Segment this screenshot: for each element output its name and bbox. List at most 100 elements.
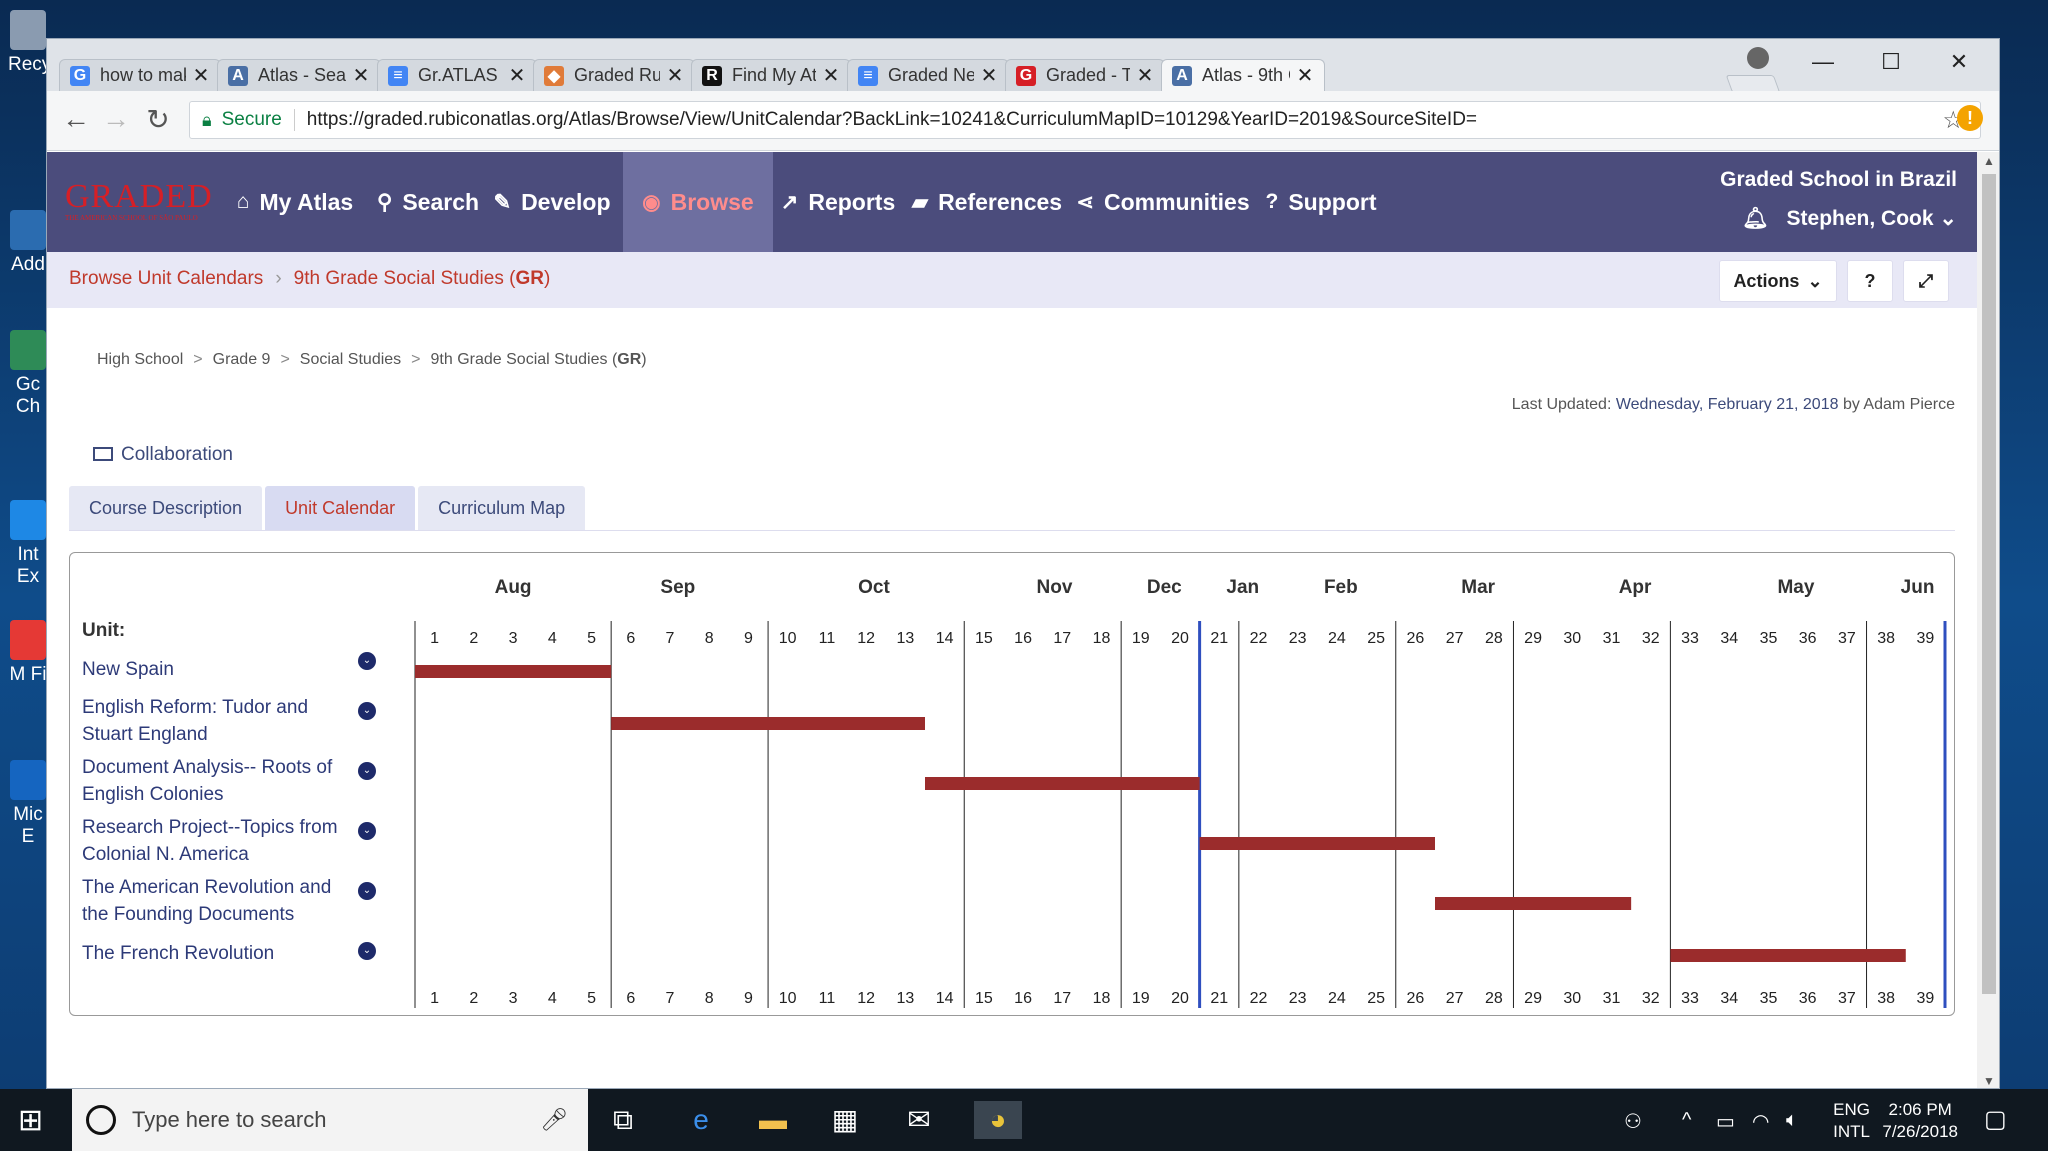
mail-icon[interactable]: ✉	[907, 1104, 931, 1135]
clock[interactable]: 2:06 PM 7/26/2018	[1882, 1099, 1958, 1143]
notifications-icon[interactable]: ▢	[1984, 1106, 2007, 1133]
desktop-icon[interactable]: M Fi	[8, 620, 48, 686]
nav-label: Reports	[808, 188, 896, 215]
app-icon	[10, 760, 46, 800]
close-tab-icon[interactable]: ✕	[1296, 65, 1314, 87]
extension-alert-icon[interactable]: !	[1957, 105, 1983, 131]
close-tab-icon[interactable]: ✕	[822, 65, 840, 87]
chrome-icon[interactable]: ◕	[974, 1101, 1022, 1139]
unit-bar	[925, 777, 1200, 790]
fullscreen-icon[interactable]: ⤢	[1903, 260, 1949, 302]
close-tab-icon[interactable]: ✕	[1136, 65, 1154, 87]
edge-icon[interactable]: e	[693, 1104, 709, 1135]
page-scrollbar[interactable]: ▲ ▼	[1977, 152, 1999, 1088]
tab-course-description[interactable]: Course Description	[69, 486, 263, 530]
close-tab-icon[interactable]: ✕	[666, 65, 684, 87]
nav-communities[interactable]: ⋖ Communities	[1073, 152, 1253, 252]
week-number-top: 20	[1171, 630, 1189, 647]
maximize-icon[interactable]: ☐	[1881, 49, 1901, 74]
language-indicator[interactable]: ENG INTL	[1833, 1099, 1870, 1143]
nav-my-atlas[interactable]: ⌂ My Atlas	[227, 152, 363, 252]
nav-references[interactable]: ▰ References	[907, 152, 1067, 252]
expand-chevron-icon[interactable]: ⌄	[358, 822, 376, 840]
unit-label-line: English Reform: Tudor and	[82, 697, 309, 718]
browser-tab[interactable]: A Atlas - 9th Gra ✕	[1161, 59, 1325, 91]
week-number-bottom: 20	[1171, 990, 1189, 1007]
battery-icon[interactable]: ▭	[1716, 1111, 1735, 1133]
bell-icon[interactable]: 🔔︎	[1741, 207, 1769, 230]
microphone-icon[interactable]: 🎤︎	[540, 1107, 568, 1132]
nav-develop[interactable]: ✎ Develop	[489, 152, 615, 252]
tab-unit-calendar[interactable]: Unit Calendar	[265, 486, 416, 530]
expand-chevron-icon[interactable]: ⌄	[358, 702, 376, 720]
logo-text: GRADED	[65, 178, 213, 215]
scroll-down-icon[interactable]: ▼	[1983, 1074, 1995, 1088]
expand-chevron-icon[interactable]: ⌄	[358, 762, 376, 780]
browse-unit-calendars-link[interactable]: Browse Unit Calendars	[69, 268, 264, 289]
unit-label[interactable]: New Spain	[82, 656, 174, 683]
week-number-top: 39	[1916, 630, 1934, 647]
browser-tab[interactable]: ≡ Gr.ATLAS Rubi ✕	[377, 59, 537, 91]
close-window-icon[interactable]: ✕	[1949, 49, 1969, 74]
browser-tab[interactable]: ≡ Graded New F ✕	[847, 59, 1009, 91]
taskbar-search[interactable]: Type here to search 🎤︎	[72, 1089, 588, 1151]
task-view-icon[interactable]: ⧉	[613, 1104, 633, 1135]
nav-browse[interactable]: ◉ Browse	[623, 152, 773, 252]
desktop-icon[interactable]: Gc Ch	[8, 330, 48, 418]
close-tab-icon[interactable]: ✕	[192, 65, 210, 87]
unit-header: Unit:	[82, 620, 126, 641]
desktop-icon[interactable]: Recy	[8, 10, 51, 76]
nav-support[interactable]: ? Support	[1257, 152, 1385, 252]
back-icon[interactable]: ←	[62, 103, 90, 134]
windows-start-icon[interactable]: ⊞	[18, 1104, 44, 1137]
collaboration-link[interactable]: Collaboration	[93, 444, 233, 466]
people-icon[interactable]: ⚇	[1624, 1111, 1642, 1133]
wifi-icon[interactable]: ◠	[1752, 1111, 1770, 1133]
nav-search[interactable]: ⚲ Search	[372, 152, 484, 252]
unit-label[interactable]: The French Revolution	[82, 940, 274, 967]
unit-label[interactable]: The American Revolution and the Founding …	[82, 874, 331, 928]
desktop-icon[interactable]: Add	[8, 210, 48, 276]
minimize-icon[interactable]: —	[1812, 49, 1834, 74]
browser-tab[interactable]: R Find My Atlas | ✕	[691, 59, 851, 91]
forward-icon[interactable]: →	[102, 103, 130, 134]
browser-tab[interactable]: A Atlas - Search (✕	[217, 59, 381, 91]
close-tab-icon[interactable]: ✕	[352, 65, 370, 87]
browser-tab[interactable]: G Graded - The A ✕	[1005, 59, 1165, 91]
desktop-icon[interactable]: Int Ex	[8, 500, 48, 588]
unit-label[interactable]: Document Analysis-- Roots of English Colo…	[82, 754, 332, 808]
nav-label: Search	[402, 188, 480, 215]
close-tab-icon[interactable]: ✕	[980, 65, 998, 87]
course-title-text: 9th Grade Social Studies (	[293, 268, 516, 289]
unit-label[interactable]: English Reform: Tudor and Stuart England	[82, 694, 308, 748]
tab-curriculum-map[interactable]: Curriculum Map	[418, 486, 586, 530]
file-explorer-icon[interactable]: ▬	[759, 1104, 787, 1135]
expand-chevron-icon[interactable]: ⌄	[358, 652, 376, 670]
week-number-bottom: 12	[857, 990, 875, 1007]
user-menu[interactable]: 🔔︎ Stephen, Cook ⌄	[1742, 206, 1957, 231]
graded-logo[interactable]: GRADED THE AMERICAN SCHOOL OF SÃO PAULO	[65, 178, 213, 222]
address-bar[interactable]: 🔒︎ Secure https://graded.rubiconatlas.or…	[189, 101, 1981, 139]
browser-tab[interactable]: ◆ Graded Rubico ✕	[533, 59, 695, 91]
scroll-thumb[interactable]	[1982, 174, 1996, 994]
breadcrumb-item[interactable]: High School	[97, 351, 184, 368]
tray-chevron-icon[interactable]: ^	[1682, 1109, 1692, 1131]
close-tab-icon[interactable]: ✕	[508, 65, 526, 87]
store-icon[interactable]: ▦	[831, 1104, 859, 1135]
breadcrumb-item[interactable]: Grade 9	[212, 351, 271, 368]
breadcrumb-item[interactable]: Social Studies	[299, 351, 402, 368]
nav-label: References	[938, 188, 1063, 215]
expand-chevron-icon[interactable]: ⌄	[358, 882, 376, 900]
unit-label[interactable]: Research Project--Topics from Colonial N.…	[82, 814, 338, 868]
profile-icon[interactable]	[1747, 47, 1769, 69]
week-number-top: 19	[1132, 630, 1150, 647]
scroll-up-icon[interactable]: ▲	[1983, 154, 1995, 168]
volume-icon[interactable]: 🔈︎	[1786, 1109, 1798, 1131]
nav-reports[interactable]: ↗ Reports	[773, 152, 903, 252]
desktop-icon[interactable]: Mic E	[8, 760, 48, 848]
expand-chevron-icon[interactable]: ⌄	[358, 942, 376, 960]
help-icon[interactable]: ?	[1847, 260, 1893, 302]
reload-icon[interactable]: ↻	[146, 104, 170, 135]
actions-button[interactable]: Actions ⌄	[1719, 260, 1837, 302]
